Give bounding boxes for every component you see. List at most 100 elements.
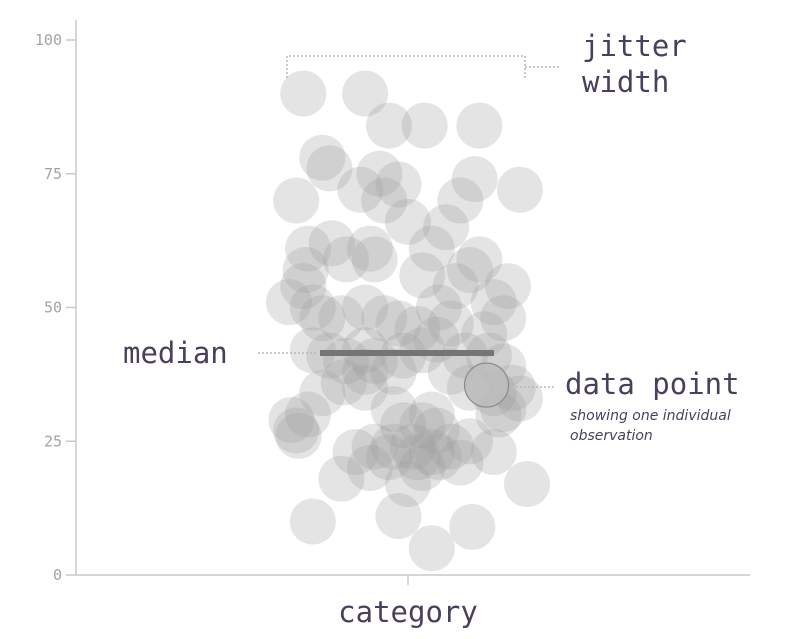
data-point bbox=[399, 402, 446, 449]
data-point bbox=[480, 295, 527, 342]
y-tick-label: 100 bbox=[35, 31, 62, 49]
data-point bbox=[289, 498, 336, 545]
data-point bbox=[375, 161, 422, 208]
data-point bbox=[337, 166, 384, 213]
data-point bbox=[273, 177, 320, 224]
data-point bbox=[361, 295, 408, 342]
x-axis-title: category bbox=[338, 595, 478, 629]
data-point bbox=[370, 423, 417, 470]
data-point bbox=[437, 439, 484, 486]
data-point bbox=[342, 284, 389, 331]
data-point bbox=[323, 236, 370, 283]
data-point bbox=[273, 407, 320, 454]
y-ticks: 0 25 50 75 100 bbox=[35, 31, 76, 584]
data-point bbox=[385, 198, 431, 245]
data-point bbox=[351, 423, 398, 470]
data-point bbox=[385, 461, 431, 508]
data-point bbox=[370, 348, 417, 395]
data-point bbox=[370, 386, 417, 433]
data-point bbox=[437, 177, 484, 224]
data-point bbox=[456, 102, 503, 149]
data-point bbox=[415, 434, 462, 481]
data-point bbox=[280, 263, 327, 310]
data-point bbox=[299, 295, 346, 342]
data-point bbox=[332, 428, 379, 475]
data-point bbox=[399, 445, 446, 491]
data-point bbox=[299, 134, 346, 181]
data-point bbox=[318, 295, 365, 342]
data-point bbox=[380, 402, 427, 449]
data-point bbox=[282, 247, 329, 294]
data-point bbox=[449, 503, 496, 550]
data-point bbox=[408, 428, 455, 475]
data-point bbox=[320, 359, 367, 406]
data-point bbox=[351, 338, 398, 384]
annotations: jitter width median data point showing o… bbox=[123, 29, 740, 444]
y-tick-label: 25 bbox=[44, 432, 62, 450]
data-point bbox=[470, 428, 517, 475]
data-point bbox=[289, 284, 336, 331]
data-point bbox=[427, 423, 474, 470]
data-point bbox=[375, 493, 422, 540]
data-point bbox=[285, 391, 332, 438]
data-point bbox=[446, 247, 493, 294]
data-point bbox=[427, 300, 474, 347]
data-point bbox=[451, 156, 498, 203]
data-point bbox=[280, 70, 327, 117]
data-point bbox=[394, 434, 441, 481]
data-point bbox=[365, 102, 412, 149]
data-point bbox=[408, 391, 455, 438]
jitter-label-line2: width bbox=[582, 65, 669, 99]
data-point bbox=[461, 311, 508, 358]
data-point bbox=[361, 177, 408, 224]
data-point bbox=[289, 327, 336, 374]
data-point bbox=[504, 461, 550, 508]
data-point bbox=[496, 166, 543, 213]
data-point bbox=[389, 423, 436, 470]
data-point bbox=[408, 525, 455, 572]
data-point bbox=[342, 70, 389, 117]
data-point bbox=[394, 305, 441, 352]
data-point bbox=[484, 263, 531, 310]
data-point bbox=[342, 364, 389, 411]
data-point-label: data point bbox=[565, 367, 740, 401]
data-point bbox=[456, 236, 503, 283]
data-point bbox=[308, 220, 355, 267]
y-tick-label: 0 bbox=[53, 566, 62, 584]
data-point bbox=[401, 102, 448, 149]
data-point bbox=[423, 204, 470, 251]
data-point-note-line2: observation bbox=[570, 428, 653, 444]
data-point bbox=[299, 370, 346, 417]
data-point bbox=[375, 300, 422, 347]
data-point bbox=[415, 284, 462, 331]
data-point bbox=[365, 434, 412, 481]
data-point bbox=[408, 225, 455, 272]
median-label: median bbox=[123, 336, 228, 370]
data-point bbox=[470, 279, 517, 326]
data-point bbox=[356, 150, 403, 197]
data-point bbox=[346, 445, 393, 491]
data-point bbox=[399, 252, 446, 299]
data-point bbox=[351, 236, 398, 283]
data-point-note-line1: showing one individual bbox=[570, 408, 731, 424]
data-point bbox=[446, 418, 493, 465]
data-point bbox=[427, 348, 474, 395]
data-point bbox=[346, 225, 393, 272]
highlighted-data-point bbox=[463, 362, 510, 408]
data-point bbox=[268, 396, 315, 443]
axes: 0 25 50 75 100 bbox=[35, 20, 750, 585]
data-points bbox=[266, 70, 550, 572]
data-point bbox=[342, 348, 389, 395]
jitter-label-line1: jitter bbox=[582, 29, 687, 63]
data-point bbox=[306, 145, 353, 192]
data-point bbox=[413, 407, 460, 454]
data-point bbox=[323, 338, 370, 384]
y-tick-label: 75 bbox=[44, 165, 62, 183]
y-tick-label: 50 bbox=[44, 299, 62, 317]
data-point bbox=[275, 412, 322, 459]
data-point bbox=[432, 263, 479, 310]
data-point bbox=[285, 225, 332, 272]
jitter-bracket bbox=[286, 55, 526, 78]
